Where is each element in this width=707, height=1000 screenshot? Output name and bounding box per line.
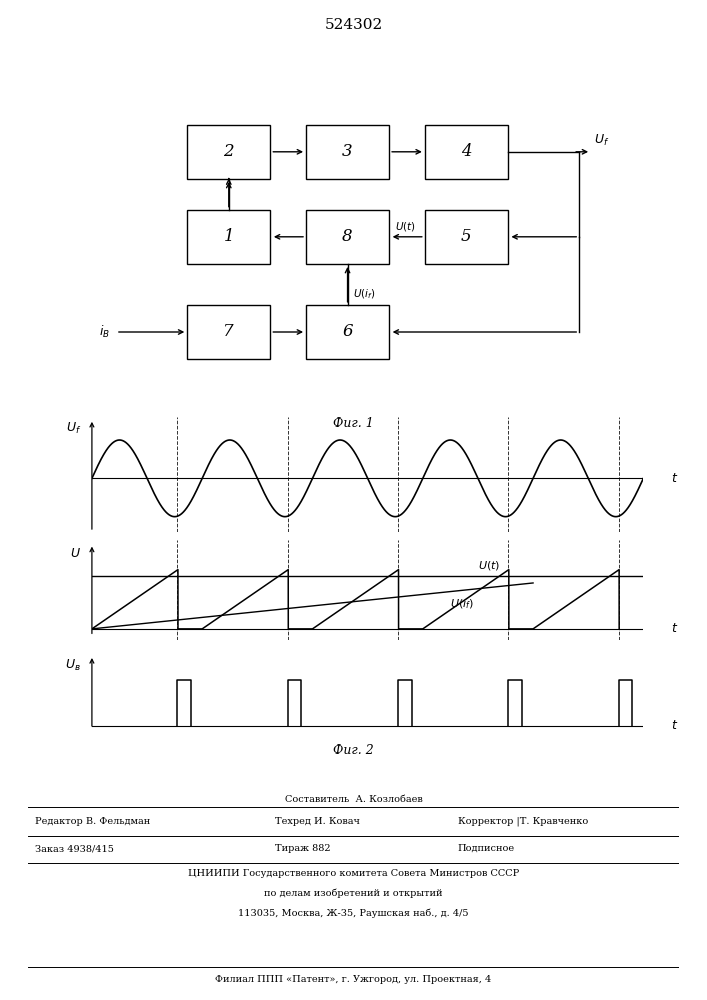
Text: 2: 2 xyxy=(223,143,234,160)
Text: 524302: 524302 xyxy=(325,18,382,32)
Bar xyxy=(425,125,508,179)
Text: 7: 7 xyxy=(223,324,234,340)
Text: Подписное: Подписное xyxy=(457,844,515,853)
Text: $t$: $t$ xyxy=(671,719,678,732)
Bar xyxy=(187,125,270,179)
Text: $U_{в}$: $U_{в}$ xyxy=(65,658,81,673)
Text: 3: 3 xyxy=(342,143,353,160)
Text: Техред И. Ковач: Техред И. Ковач xyxy=(276,817,361,826)
Bar xyxy=(306,210,389,264)
Text: $U_f$: $U_f$ xyxy=(594,133,609,148)
Text: 4: 4 xyxy=(461,143,472,160)
Bar xyxy=(425,210,508,264)
Text: Корректор |Т. Кравченко: Корректор |Т. Кравченко xyxy=(457,817,588,826)
Bar xyxy=(187,305,270,359)
Text: 1: 1 xyxy=(223,228,234,245)
Text: по делам изобретений и открытий: по делам изобретений и открытий xyxy=(264,889,443,898)
Text: Заказ 4938/415: Заказ 4938/415 xyxy=(35,844,114,853)
Text: 8: 8 xyxy=(342,228,353,245)
Text: Фuг. 1: Фuг. 1 xyxy=(333,417,374,430)
Text: Редактор В. Фельдман: Редактор В. Фельдман xyxy=(35,817,150,826)
Text: $t$: $t$ xyxy=(671,472,678,485)
Text: $U(t)$: $U(t)$ xyxy=(395,220,416,233)
Text: $i_B$: $i_B$ xyxy=(99,324,110,340)
Text: $U(i_f)$: $U(i_f)$ xyxy=(354,288,376,301)
Bar xyxy=(306,125,389,179)
Text: Фuг. 2: Фuг. 2 xyxy=(333,744,374,756)
Text: $U_f$: $U_f$ xyxy=(66,421,81,436)
Text: $U(t)$: $U(t)$ xyxy=(478,559,501,572)
Text: 5: 5 xyxy=(461,228,472,245)
Bar xyxy=(187,210,270,264)
Text: $U(i_f)$: $U(i_f)$ xyxy=(450,598,474,611)
Text: $t$: $t$ xyxy=(671,622,678,635)
Text: Тираж 882: Тираж 882 xyxy=(276,844,331,853)
Text: Составитель  А. Козлобаев: Составитель А. Козлобаев xyxy=(285,795,422,804)
Text: ЦНИИПИ Государственного комитета Совета Министров СССР: ЦНИИПИ Государственного комитета Совета … xyxy=(188,869,519,878)
Text: $U$: $U$ xyxy=(70,547,81,560)
Text: Филиал ППП «Патент», г. Ужгород, ул. Проектная, 4: Филиал ППП «Патент», г. Ужгород, ул. Про… xyxy=(216,975,491,984)
Text: 113035, Москва, Ж-35, Раушская наб., д. 4/5: 113035, Москва, Ж-35, Раушская наб., д. … xyxy=(238,908,469,918)
Text: 6: 6 xyxy=(342,324,353,340)
Bar xyxy=(306,305,389,359)
